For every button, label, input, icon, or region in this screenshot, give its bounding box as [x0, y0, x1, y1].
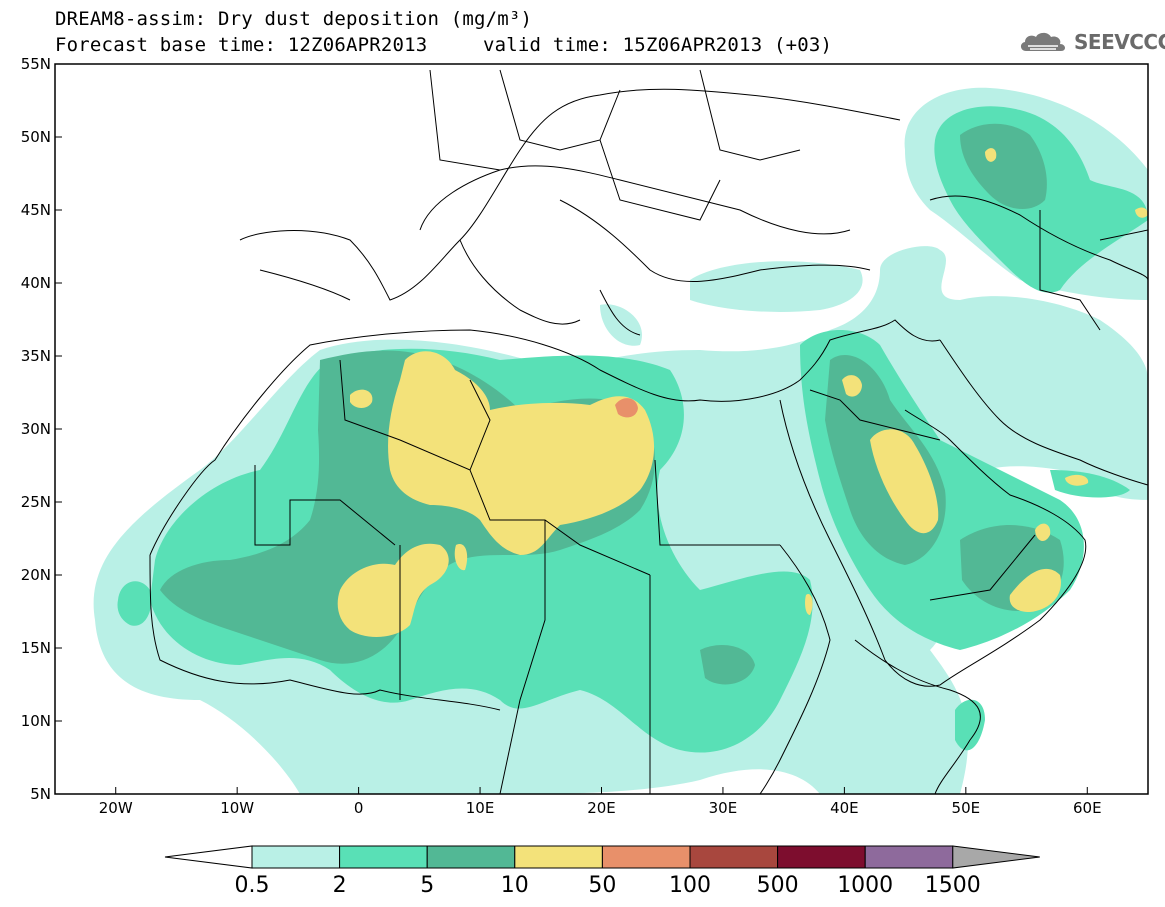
dust-level-50 [615, 398, 638, 418]
longitude-axis: 20W 10W 0 10E 20E 30E 40E 50E 60E [99, 787, 1102, 817]
colorbar-level-label: 5 [420, 873, 434, 898]
base-time: Forecast base time: 12Z06APR2013 [55, 34, 428, 56]
colorbar-level-label: 10 [501, 873, 529, 898]
colorbar: 0.5 2 5 10 50 100 500 1000 1500 [164, 845, 1040, 898]
colorbar-segment [689, 845, 779, 869]
lon-tick-label: 60E [1073, 799, 1102, 817]
lat-tick-label: 15N [21, 639, 51, 657]
seevccc-logo: SEEVCCC [1018, 29, 1165, 55]
country-borders [149, 69, 1148, 794]
dust-level-10 [337, 148, 1148, 637]
lat-tick-label: 20N [21, 566, 51, 584]
lon-tick-label: 40E [830, 799, 859, 817]
colorbar-level-label: 100 [669, 873, 711, 898]
colorbar-level-label: 0.5 [235, 873, 270, 898]
lon-tick-label: 30E [709, 799, 738, 817]
colorbar-segment [251, 845, 341, 869]
colorbar-level-label: 50 [588, 873, 616, 898]
lon-tick-label: 10E [466, 799, 495, 817]
colorbar-min-triangle [164, 845, 253, 869]
lon-tick-label: 20W [99, 799, 133, 817]
logo-text: SEEVCCC [1074, 30, 1165, 54]
colorbar-segment [514, 845, 603, 869]
map-title: DREAM8-assim: Dry dust deposition (mg/m³… [55, 8, 533, 30]
lon-tick-label: 0 [354, 799, 364, 817]
lat-tick-label: 45N [21, 201, 51, 219]
colorbar-level-label: 1500 [925, 873, 981, 898]
colorbar-segment [864, 845, 954, 869]
colorbar-segment [601, 845, 691, 869]
latitude-axis: 55N 50N 45N 40N 35N 30N 25N 20N 15N 10N 5N [21, 55, 62, 803]
lat-tick-label: 30N [21, 420, 51, 438]
lat-tick-label: 25N [21, 493, 51, 511]
lon-tick-label: 20E [587, 799, 616, 817]
cloud-icon [1020, 32, 1066, 51]
colorbar-level-label: 2 [333, 873, 347, 898]
lon-tick-label: 50E [952, 799, 981, 817]
lon-tick-label: 10W [220, 799, 254, 817]
lat-tick-label: 40N [21, 274, 51, 292]
lat-tick-label: 5N [30, 785, 51, 803]
lat-tick-label: 10N [21, 712, 51, 730]
forecast-time-line: Forecast base time: 12Z06APR2013 valid ti… [55, 34, 832, 56]
lat-tick-label: 35N [21, 347, 51, 365]
lat-tick-label: 50N [21, 128, 51, 146]
colorbar-segment [339, 845, 428, 869]
colorbar-level-label: 500 [757, 873, 799, 898]
valid-time: valid time: 15Z06APR2013 (+03) [483, 34, 833, 56]
colorbar-max-triangle [952, 845, 1040, 869]
dust-field [93, 87, 1148, 794]
colorbar-segment [777, 845, 866, 869]
colorbar-segment [426, 845, 516, 869]
lat-tick-label: 55N [21, 55, 51, 73]
colorbar-level-label: 1000 [837, 873, 893, 898]
